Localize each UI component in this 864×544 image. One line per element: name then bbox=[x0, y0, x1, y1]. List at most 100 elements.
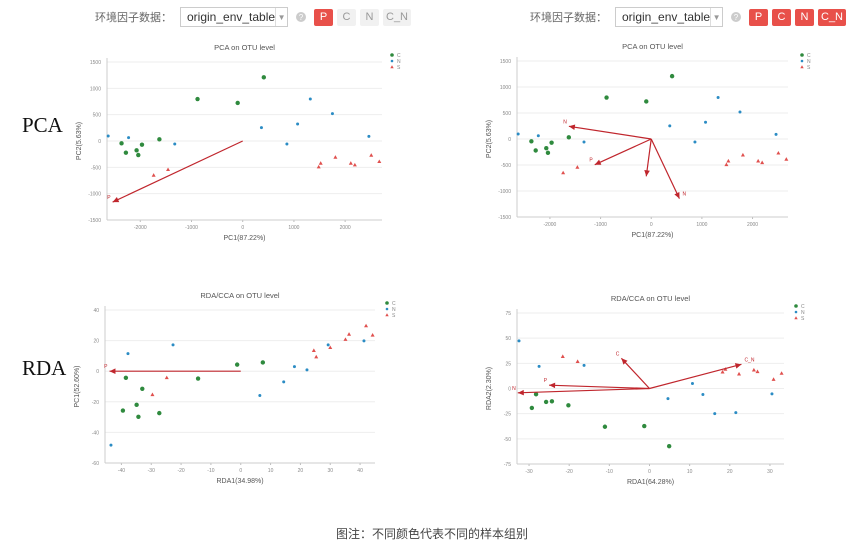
factor-button-c-n[interactable]: C_N bbox=[383, 8, 412, 26]
point-S bbox=[377, 159, 382, 164]
legend-label: N bbox=[801, 310, 805, 316]
point-C bbox=[604, 95, 609, 100]
env-factor-label: 环境因子数据： bbox=[95, 12, 172, 24]
arrow-label: C_N bbox=[744, 357, 754, 363]
point-C bbox=[602, 424, 608, 429]
x-tick-label: 0 bbox=[239, 468, 242, 474]
x-tick-label: 1000 bbox=[288, 225, 299, 231]
point-S bbox=[151, 173, 156, 177]
point-C bbox=[543, 399, 549, 405]
point-C bbox=[642, 423, 647, 429]
point-S bbox=[369, 153, 374, 157]
point-S bbox=[751, 367, 756, 372]
point-S bbox=[760, 160, 765, 165]
y-tick-label: 0 bbox=[98, 139, 101, 145]
point-S bbox=[737, 371, 742, 376]
legend-label: C bbox=[397, 53, 401, 59]
y-tick-label: -500 bbox=[501, 163, 511, 169]
point-S bbox=[370, 333, 375, 337]
point-S bbox=[352, 162, 357, 167]
legend-label: C bbox=[807, 53, 811, 59]
chart-panel-3: 75 50 25 0 -25 -50 -75 -30 -20 -10 0 10 20 30 RDA/CCA … bbox=[486, 294, 805, 486]
x-tick-label: -20 bbox=[566, 469, 573, 475]
point-S bbox=[779, 371, 784, 375]
x-tick-label: -1000 bbox=[594, 222, 607, 228]
y-tick-label: -75 bbox=[504, 462, 511, 468]
point-S bbox=[347, 332, 352, 336]
arrow-line bbox=[645, 138, 652, 177]
point-C bbox=[119, 141, 124, 146]
x-tick-label: 2000 bbox=[340, 225, 351, 231]
point-C bbox=[566, 135, 572, 140]
point-N bbox=[666, 397, 670, 401]
legend-marker bbox=[390, 59, 394, 63]
point-C bbox=[544, 146, 549, 151]
legend-marker bbox=[385, 307, 389, 311]
legend-label: S bbox=[397, 65, 401, 71]
point-N bbox=[292, 365, 296, 369]
x-tick-label: -10 bbox=[606, 469, 613, 475]
x-tick-label: 2000 bbox=[747, 222, 758, 228]
factor-button-c[interactable]: C bbox=[772, 8, 791, 26]
legend-marker bbox=[385, 313, 389, 317]
y-tick-label: -40 bbox=[92, 430, 99, 436]
select-value: origin_env_table bbox=[622, 10, 711, 24]
legend-label: S bbox=[801, 316, 805, 322]
point-N bbox=[716, 96, 720, 100]
arrow-line bbox=[517, 387, 650, 394]
legend-marker bbox=[800, 65, 804, 69]
chart-title: PCA on OTU level bbox=[214, 43, 275, 52]
point-S bbox=[720, 369, 725, 374]
y-tick-label: 0 bbox=[508, 137, 511, 143]
point-N bbox=[259, 126, 263, 130]
point-S bbox=[333, 155, 338, 159]
point-N bbox=[106, 134, 110, 138]
point-S bbox=[726, 158, 731, 163]
point-S bbox=[166, 167, 171, 172]
point-N bbox=[517, 339, 521, 343]
factor-button-p[interactable]: P bbox=[314, 8, 333, 26]
x-axis-label: RDA1(64.28%) bbox=[627, 479, 674, 486]
point-C bbox=[545, 150, 551, 156]
y-tick-label: 500 bbox=[503, 111, 512, 117]
x-tick-label: 0 bbox=[650, 222, 653, 228]
arrow-head bbox=[112, 197, 120, 203]
chart-title: PCA on OTU level bbox=[622, 42, 683, 51]
factor-button-c-n[interactable]: C_N bbox=[818, 8, 847, 26]
point-C bbox=[549, 140, 554, 145]
arrow-line bbox=[568, 125, 652, 140]
point-N bbox=[582, 140, 586, 144]
y-tick-label: 20 bbox=[93, 339, 99, 345]
chevron-down-icon[interactable]: ▼ bbox=[710, 8, 722, 26]
point-N bbox=[536, 134, 540, 138]
env-table-select[interactable]: origin_env_table ▼ bbox=[615, 7, 723, 27]
legend-label: N bbox=[392, 307, 396, 313]
factor-button-n[interactable]: N bbox=[360, 8, 379, 26]
x-tick-label: -1000 bbox=[185, 225, 198, 231]
env-table-select[interactable]: origin_env_table ▼ bbox=[180, 7, 288, 27]
help-icon[interactable]: ? bbox=[296, 12, 306, 22]
x-tick-label: 30 bbox=[767, 469, 773, 475]
point-C bbox=[123, 150, 129, 155]
factor-button-c[interactable]: C bbox=[337, 8, 356, 26]
help-icon[interactable]: ? bbox=[731, 12, 741, 22]
chevron-down-icon[interactable]: ▼ bbox=[275, 8, 287, 26]
arrow-head bbox=[674, 192, 680, 199]
y-tick-label: -1500 bbox=[88, 218, 101, 224]
arrow-line bbox=[594, 138, 652, 166]
arrow-line bbox=[620, 357, 650, 389]
point-S bbox=[776, 150, 781, 155]
y-tick-label: 1000 bbox=[90, 86, 101, 92]
point-C bbox=[666, 443, 672, 449]
factor-button-n[interactable]: N bbox=[795, 8, 814, 26]
point-N bbox=[693, 140, 697, 144]
x-axis-label: RDA1(34.98%) bbox=[216, 478, 263, 485]
point-S bbox=[343, 337, 348, 341]
point-N bbox=[582, 363, 586, 367]
factor-button-p[interactable]: P bbox=[749, 8, 768, 26]
arrow-label: P bbox=[104, 364, 108, 370]
point-S bbox=[755, 369, 760, 374]
point-C bbox=[261, 75, 267, 80]
point-N bbox=[367, 134, 371, 138]
